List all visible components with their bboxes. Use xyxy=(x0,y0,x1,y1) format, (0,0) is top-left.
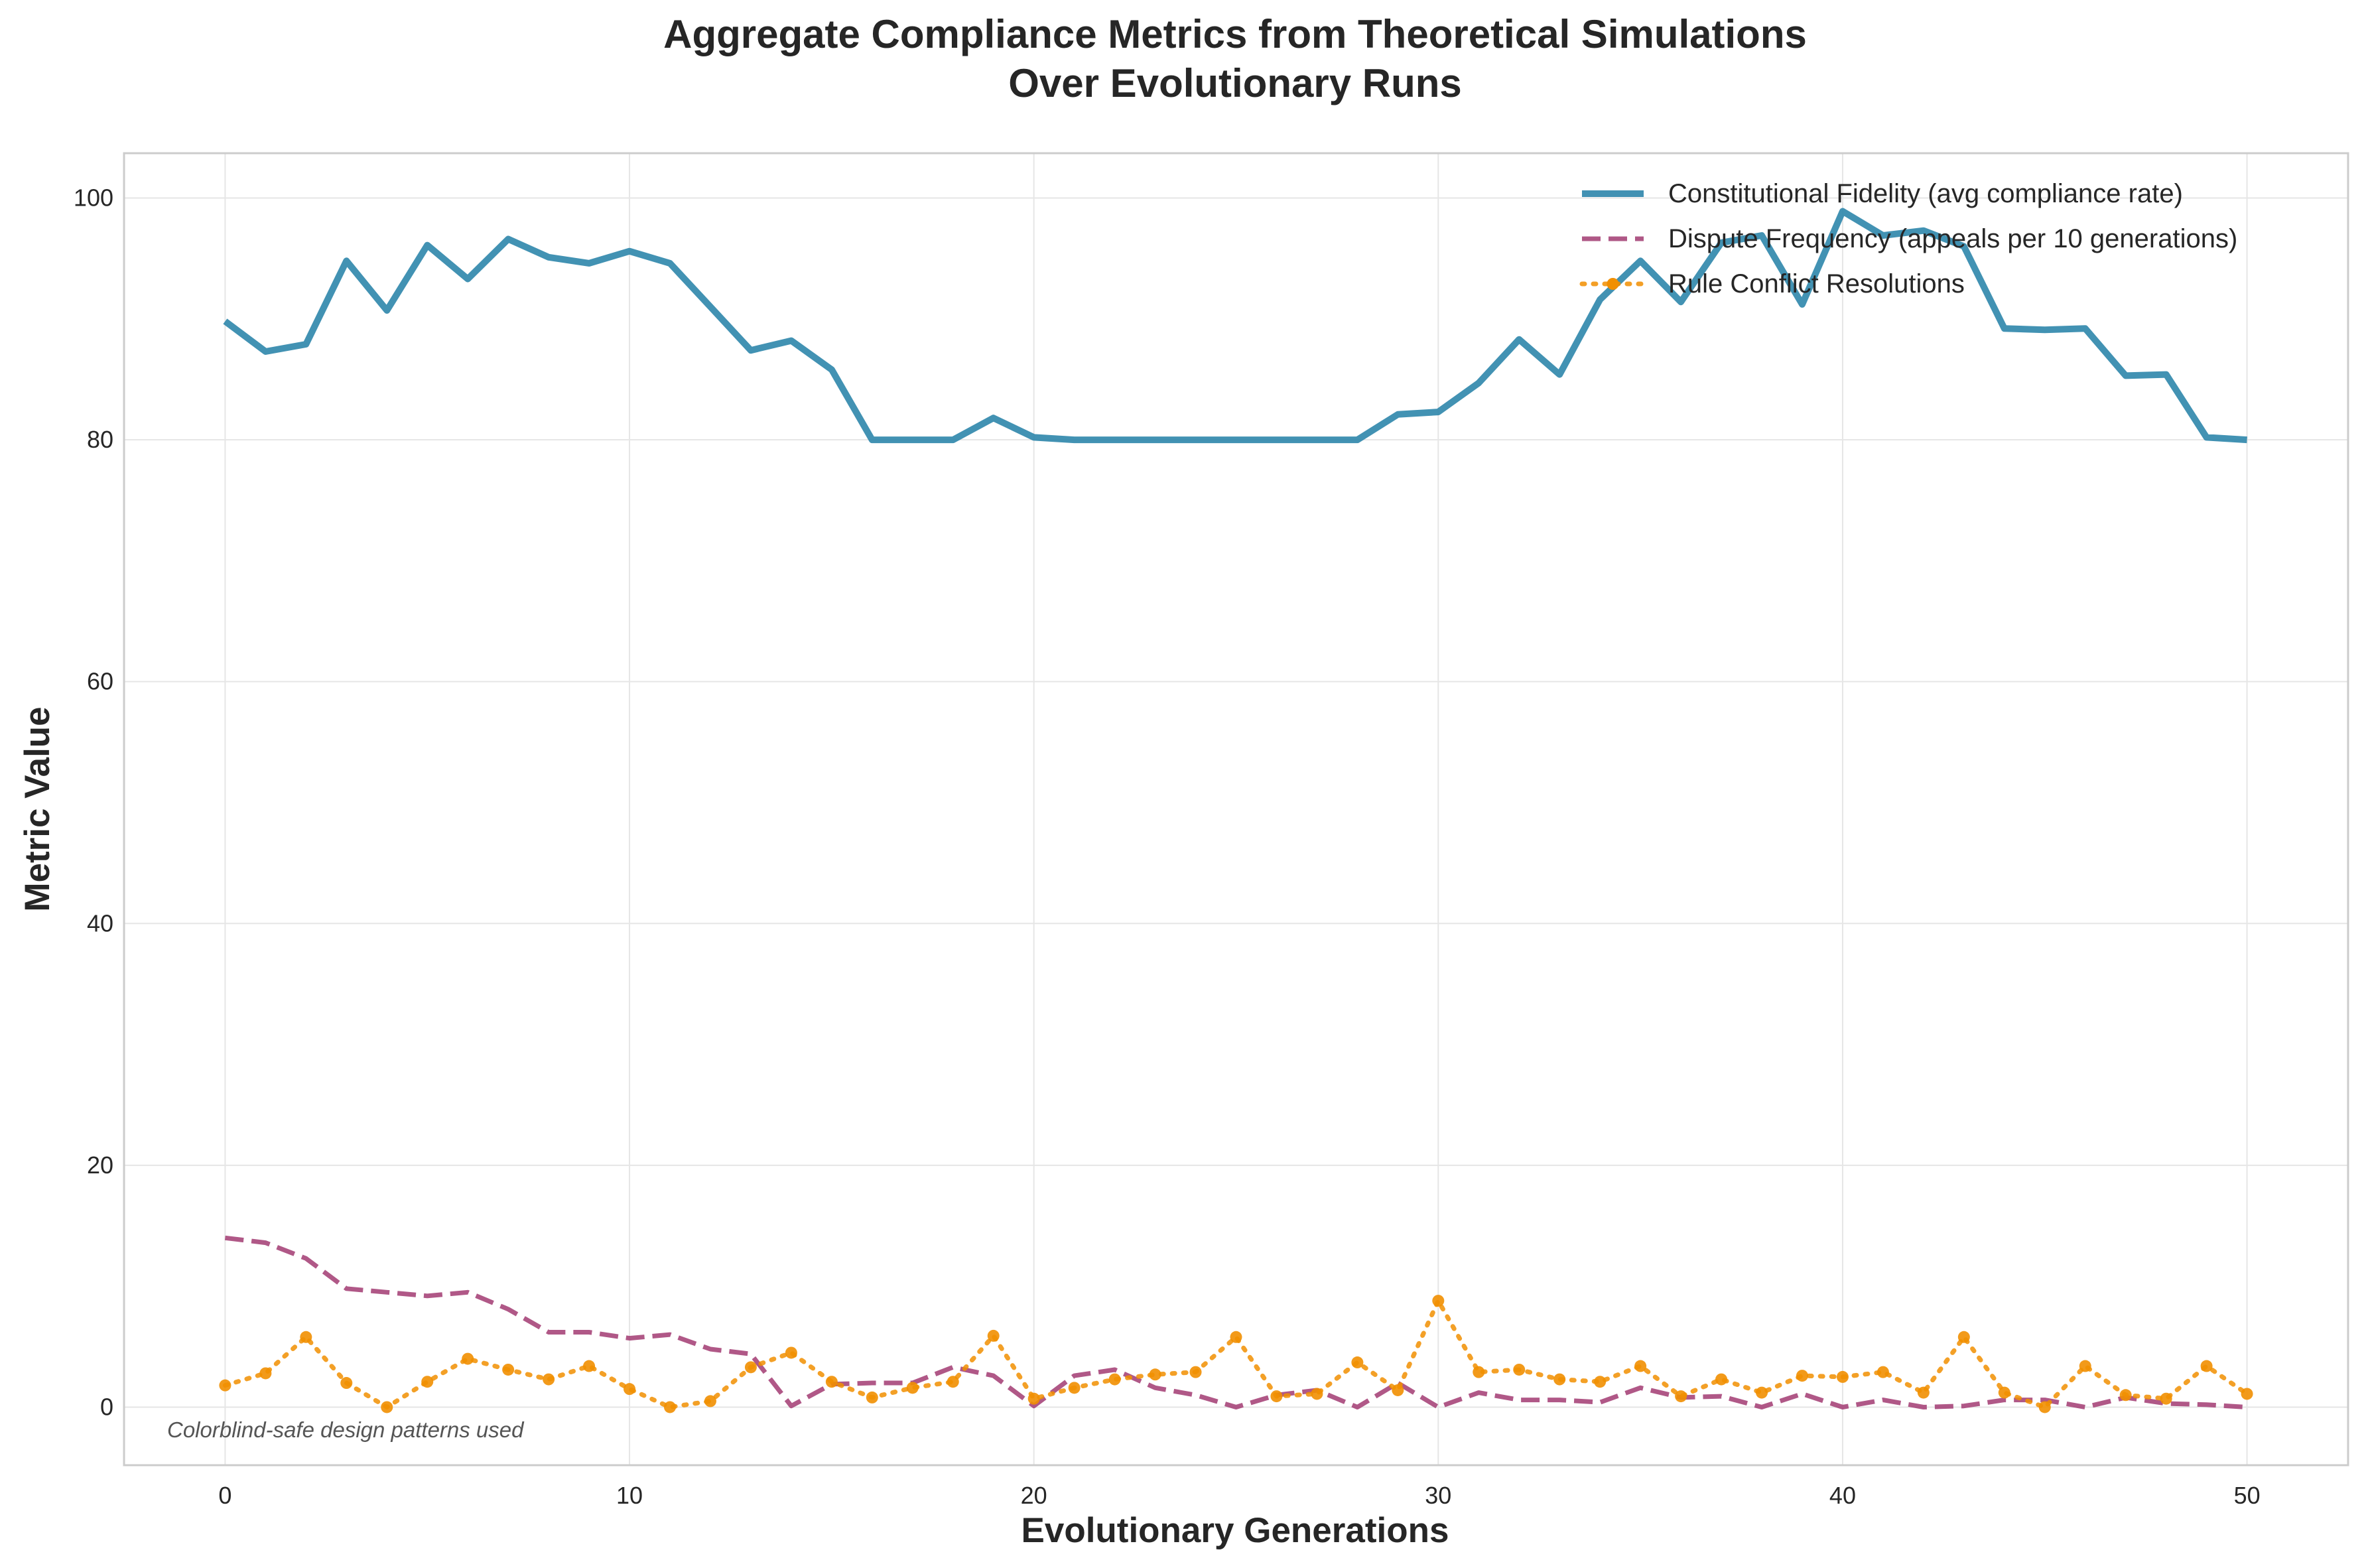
data-point xyxy=(1998,1386,2010,1399)
data-point xyxy=(1108,1373,1121,1386)
data-point xyxy=(2038,1401,2051,1413)
data-point xyxy=(1957,1331,1970,1343)
chart-title-line-2: Over Evolutionary Runs xyxy=(1008,61,1462,105)
data-point xyxy=(2241,1388,2253,1400)
x-tick-label: 50 xyxy=(2234,1482,2261,1509)
plot-area-frame xyxy=(123,152,2349,1467)
y-tick-label: 60 xyxy=(87,668,113,695)
legend-marker xyxy=(1607,278,1619,290)
data-point xyxy=(1351,1356,1364,1369)
data-point xyxy=(1189,1366,1202,1378)
data-point xyxy=(906,1382,919,1394)
legend-item-2: Dispute Frequency (appeals per 10 genera… xyxy=(1582,224,2237,253)
y-tick-label: 40 xyxy=(87,909,113,937)
data-point xyxy=(2119,1389,2132,1402)
series-line xyxy=(224,1235,2247,1409)
legend: Constitutional Fidelity (avg compliance … xyxy=(1579,179,2237,298)
data-point xyxy=(785,1346,797,1359)
data-point xyxy=(1634,1360,1647,1372)
data-point xyxy=(624,1383,636,1396)
data-point xyxy=(421,1376,434,1388)
data-point xyxy=(1068,1382,1081,1394)
data-point xyxy=(744,1361,757,1374)
series-2 xyxy=(224,1235,2247,1409)
y-tick-label: 0 xyxy=(100,1393,113,1420)
data-point xyxy=(543,1373,555,1386)
data-point xyxy=(1553,1373,1566,1386)
x-tick-label: 30 xyxy=(1425,1482,1451,1509)
x-tick-label: 20 xyxy=(1021,1482,1047,1509)
data-point xyxy=(1473,1366,1485,1378)
series-layer xyxy=(219,208,2253,1413)
data-point xyxy=(2079,1360,2091,1372)
legend-item-1: Constitutional Fidelity (avg compliance … xyxy=(1582,179,2183,208)
data-point xyxy=(1149,1368,1161,1381)
data-point xyxy=(462,1352,474,1365)
chart-title-line-1: Aggregate Compliance Metrics from Theore… xyxy=(663,12,1807,56)
x-tick-label: 0 xyxy=(218,1482,231,1509)
data-point xyxy=(664,1401,677,1413)
x-tick-label: 10 xyxy=(616,1482,643,1509)
data-point xyxy=(1715,1373,1728,1386)
data-point xyxy=(866,1391,878,1404)
data-point xyxy=(1432,1295,1445,1307)
x-tick-label: 40 xyxy=(1829,1482,1856,1509)
data-point xyxy=(219,1379,231,1392)
data-point xyxy=(1594,1376,1607,1388)
legend-label: Dispute Frequency (appeals per 10 genera… xyxy=(1668,224,2237,253)
y-axis-label: Metric Value xyxy=(18,706,57,911)
data-point xyxy=(1513,1363,1526,1376)
legend-label: Constitutional Fidelity (avg compliance … xyxy=(1668,179,2183,208)
chart-annotation: Colorblind-safe design patterns used xyxy=(167,1417,525,1442)
y-tick-label: 100 xyxy=(74,184,113,211)
series-line xyxy=(223,208,2247,444)
data-point xyxy=(1756,1386,1768,1399)
data-point xyxy=(583,1360,596,1372)
data-point xyxy=(1876,1366,1889,1378)
data-point xyxy=(1796,1370,1808,1382)
data-point xyxy=(381,1401,393,1413)
data-point xyxy=(825,1376,838,1388)
data-point xyxy=(1230,1331,1242,1343)
x-axis-label: Evolutionary Generations xyxy=(1021,1511,1449,1550)
data-point xyxy=(300,1331,312,1343)
legend-label: Rule Conflict Resolutions xyxy=(1668,269,1965,298)
data-point xyxy=(947,1376,959,1388)
data-point xyxy=(1392,1384,1404,1396)
y-tick-label: 80 xyxy=(87,426,113,453)
y-tick-label: 20 xyxy=(87,1151,113,1179)
data-point xyxy=(340,1377,353,1390)
data-point xyxy=(1311,1388,1323,1400)
series-3 xyxy=(219,1295,2253,1413)
data-point xyxy=(2200,1360,2213,1372)
data-point xyxy=(259,1367,272,1380)
series-1 xyxy=(223,208,2247,444)
data-point xyxy=(1917,1386,1930,1399)
data-point xyxy=(1027,1392,1040,1405)
data-point xyxy=(704,1395,716,1407)
data-point xyxy=(1270,1390,1283,1403)
axis-ticks: 0 10 20 30 40 50 0 20 40 60 80 100 xyxy=(74,184,2261,1509)
data-point xyxy=(987,1329,1000,1342)
data-point xyxy=(1836,1370,1849,1383)
data-point xyxy=(1675,1390,1687,1403)
legend-item-3: Rule Conflict Resolutions xyxy=(1579,269,1965,298)
data-point xyxy=(502,1363,515,1376)
data-point xyxy=(2160,1392,2172,1405)
